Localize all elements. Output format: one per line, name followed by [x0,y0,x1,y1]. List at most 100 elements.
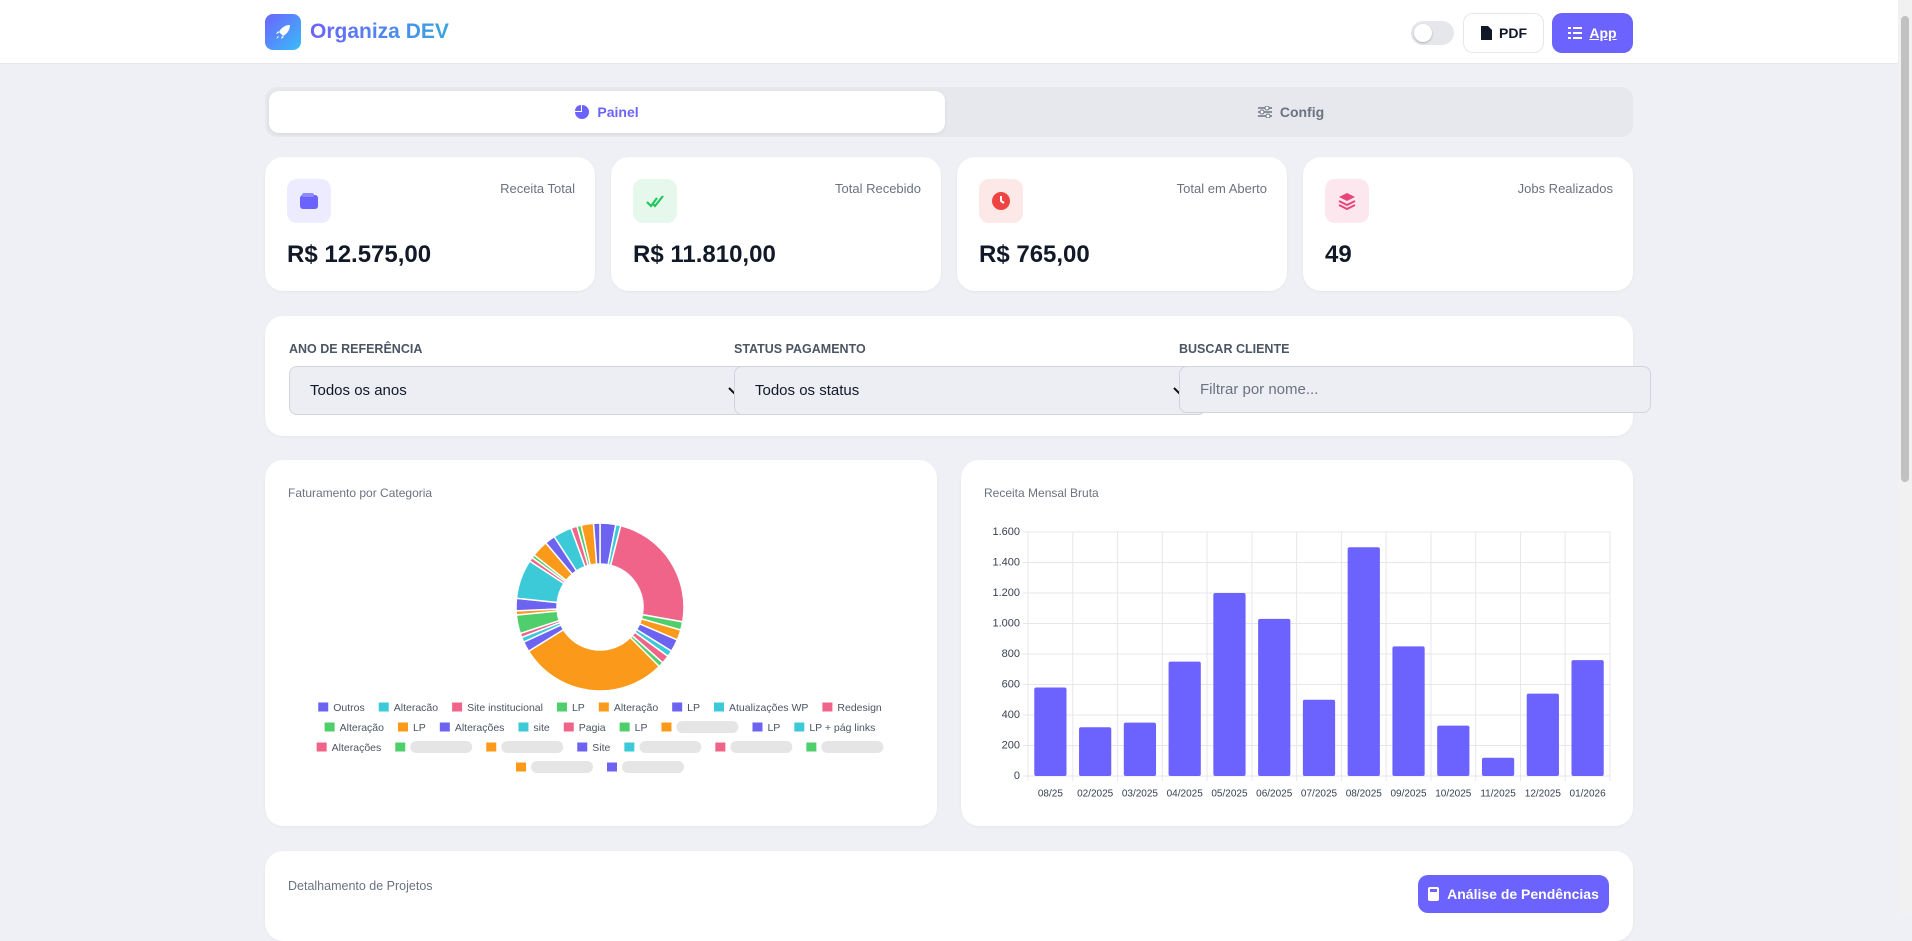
card-label: Receita Total [500,181,575,196]
legend-label: LP + pág links [809,722,875,734]
legend-label: LP [767,722,780,734]
card-value: R$ 765,00 [979,241,1090,268]
legend-label: site [533,722,550,734]
redacted-label [821,741,884,753]
legend-swatch [752,722,763,732]
redacted-label [676,721,739,733]
donut-slice [609,524,685,623]
donut-panel: Faturamento por Categoria Outros Alteracã… [265,460,937,826]
theme-toggle[interactable] [1411,21,1454,45]
pending-button[interactable]: Análise de Pendências [1418,875,1609,913]
x-tick-label: 03/2025 [1122,789,1159,800]
legend-swatch [486,742,497,752]
legend-swatch [714,702,725,712]
legend-swatch [577,742,588,752]
scrollbar[interactable] [1898,0,1912,914]
legend-swatch [672,702,683,712]
y-tick-label: 0 [1014,770,1020,782]
legend-label: LP [687,702,700,714]
legend-label: Alterações [455,722,505,734]
legend-swatch [556,702,567,712]
legend-swatch [624,742,635,752]
year-select[interactable]: Todos os anos [289,366,761,415]
status-select[interactable]: Todos os status [734,366,1206,415]
redacted-label [501,741,564,753]
x-tick-label: 04/2025 [1167,789,1204,800]
redacted-label [622,761,684,773]
brand: Organiza DEV [310,20,449,43]
donut-slice [527,628,661,692]
legend-swatch [598,702,609,712]
legend-label: Pagia [579,722,606,734]
bar [1571,660,1604,776]
y-tick-label: 400 [1002,709,1020,721]
y-tick-label: 1.200 [992,587,1020,599]
legend-label: Alteração [340,722,385,734]
card-value: R$ 12.575,00 [287,241,432,268]
legend-swatch [397,722,408,732]
y-tick-label: 600 [1002,678,1020,690]
card-label: Jobs Realizados [1517,181,1613,196]
card-icon [287,179,331,223]
legend-label: LP [572,702,585,714]
tab-label: Config [1279,104,1325,120]
y-tick-label: 1.400 [992,556,1020,568]
x-tick-label: 05/2025 [1211,789,1248,800]
donut-chart: Faturamento por Categoria Outros Alteracã… [288,486,884,773]
card-icon [979,179,1023,223]
legend-label: Atualizações WP [729,702,808,714]
legend-label: Outros [333,702,365,714]
client-search[interactable]: Filtrar por nome... [1179,366,1651,413]
tab-label: Painel [597,104,639,120]
select-value: Todos os anos [310,382,407,399]
pdf-button[interactable]: PDF [1463,13,1544,53]
redacted-label [531,761,593,773]
x-tick-label: 06/2025 [1256,789,1293,800]
filter-label: ANO DE REFERÊNCIA [289,342,423,356]
card-label: Total Recebido [835,181,921,196]
legend-swatch [619,722,630,732]
bar [1079,727,1112,776]
y-tick-label: 800 [1002,648,1020,660]
bar [1437,725,1470,776]
bar [1526,693,1559,776]
bar-chart: Receita Mensal Bruta 0 200 400 600 800 1.000 1… [984,486,1611,800]
stat-card: Total em Aberto R$ 765,00 [957,157,1287,291]
bar [1481,757,1515,776]
legend-swatch [324,722,335,732]
logo-icon [265,14,301,50]
donut-slice [592,522,601,565]
bar [1392,646,1425,776]
x-tick-label: 07/2025 [1301,789,1338,800]
wallet-icon [300,193,318,209]
legend-label: Alteração [614,702,659,714]
x-tick-label: 12/2025 [1525,789,1562,800]
legend-swatch [378,702,389,712]
bar [1123,722,1157,776]
app-button[interactable]: App [1552,13,1633,53]
legend-label: LP [413,722,426,734]
stat-card: Jobs Realizados 49 [1303,157,1633,291]
legend-swatch [518,722,529,732]
card-icon [633,179,677,223]
calc-icon [1428,887,1440,901]
legend-label: Alterações [332,742,382,754]
bar [1347,547,1380,776]
legend-swatch [661,722,672,732]
rocket-icon [276,25,290,39]
legend-label: LP [635,722,648,734]
y-tick-label: 1.600 [992,526,1020,538]
bar [1168,661,1201,776]
bar-panel: Receita Mensal Bruta 0 200 400 600 800 1.000 1… [961,460,1633,826]
app-label: App [1589,25,1617,41]
projects-panel: Detalhamento de Projetos Análise de Pend… [265,851,1633,941]
legend-swatch [806,742,817,752]
scroll-thumb[interactable] [1901,16,1909,482]
legend-swatch [794,722,805,732]
tab[interactable]: Config [953,91,1629,133]
bar [1034,687,1067,776]
tab-active[interactable]: Painel [269,91,945,133]
redacted-label [639,741,702,753]
chart-title: Receita Mensal Bruta [984,486,1099,500]
